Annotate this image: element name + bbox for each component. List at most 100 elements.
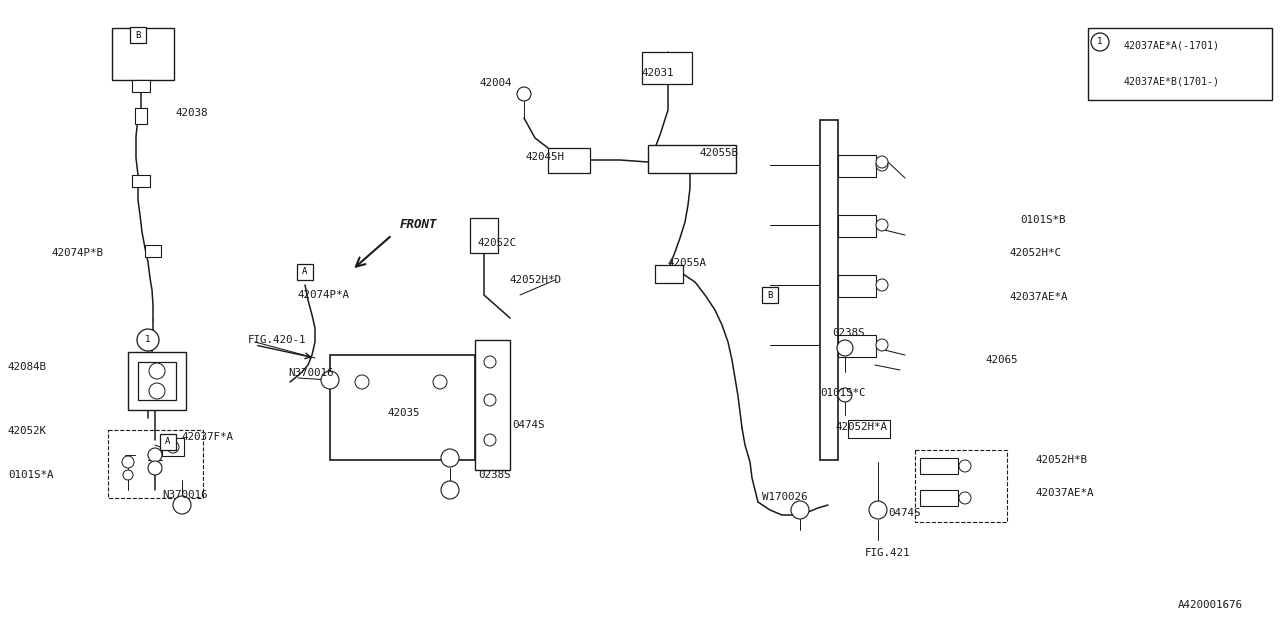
Circle shape	[137, 329, 159, 351]
Bar	[132, 80, 150, 92]
Text: 42055A: 42055A	[668, 258, 707, 268]
Bar	[108, 430, 204, 498]
Bar	[849, 420, 890, 438]
Circle shape	[321, 371, 339, 389]
Text: 42055B: 42055B	[700, 148, 739, 158]
Text: 1: 1	[146, 335, 151, 344]
Text: 0238S: 0238S	[477, 470, 511, 480]
Text: 0474S: 0474S	[888, 508, 920, 518]
Bar	[470, 218, 498, 253]
Circle shape	[959, 460, 972, 472]
Bar	[132, 175, 150, 187]
Text: 42037AE*B(1701-): 42037AE*B(1701-)	[1124, 77, 1220, 87]
Circle shape	[148, 448, 163, 462]
Bar	[131, 27, 146, 43]
Circle shape	[484, 394, 497, 406]
Text: FIG.420-1: FIG.420-1	[248, 335, 306, 345]
Bar	[113, 28, 174, 80]
Bar	[920, 490, 957, 506]
Bar	[128, 352, 186, 410]
Text: A: A	[165, 438, 170, 447]
Text: 42052H*C: 42052H*C	[1010, 248, 1062, 258]
Circle shape	[517, 87, 531, 101]
Text: 42052H*D: 42052H*D	[509, 275, 562, 285]
Bar	[475, 340, 509, 470]
Text: N370016: N370016	[288, 368, 334, 378]
Text: 42038: 42038	[175, 108, 207, 118]
Circle shape	[148, 461, 163, 475]
Text: 42084B: 42084B	[8, 362, 47, 372]
Circle shape	[484, 356, 497, 368]
Text: 42037F*A: 42037F*A	[182, 432, 234, 442]
Bar	[1088, 28, 1272, 100]
Bar	[134, 108, 147, 124]
Text: B: B	[136, 31, 141, 40]
Bar	[163, 438, 184, 456]
Text: 42052H*B: 42052H*B	[1036, 455, 1087, 465]
Circle shape	[1091, 33, 1108, 51]
Text: B: B	[767, 291, 773, 300]
Bar	[643, 52, 692, 84]
Text: 42031: 42031	[643, 68, 675, 78]
Circle shape	[442, 481, 460, 499]
Text: A: A	[302, 268, 307, 276]
Circle shape	[484, 434, 497, 446]
Text: 42052C: 42052C	[477, 238, 517, 248]
Text: A420001676: A420001676	[1178, 600, 1243, 610]
Bar	[548, 148, 590, 173]
Circle shape	[876, 219, 888, 231]
Bar	[838, 215, 876, 237]
Text: 42004: 42004	[480, 78, 512, 88]
Circle shape	[876, 279, 888, 291]
Text: 1: 1	[1097, 38, 1102, 47]
Text: 42065: 42065	[986, 355, 1018, 365]
Bar	[915, 450, 1007, 522]
Circle shape	[791, 501, 809, 519]
Bar	[648, 145, 736, 173]
Circle shape	[122, 456, 134, 468]
Circle shape	[876, 159, 888, 171]
Bar	[762, 287, 778, 303]
Circle shape	[876, 339, 888, 351]
Circle shape	[123, 470, 133, 480]
Circle shape	[148, 383, 165, 399]
Bar	[330, 355, 475, 460]
Text: 0474S: 0474S	[512, 420, 544, 430]
Bar	[297, 264, 314, 280]
Circle shape	[148, 363, 165, 379]
Bar	[920, 458, 957, 474]
Circle shape	[959, 492, 972, 504]
Circle shape	[876, 156, 888, 168]
Text: FRONT: FRONT	[399, 218, 438, 232]
Text: 42037AE*A: 42037AE*A	[1010, 292, 1069, 302]
Text: 42052H*A: 42052H*A	[835, 422, 887, 432]
Circle shape	[433, 375, 447, 389]
Text: 42074P*B: 42074P*B	[52, 248, 104, 258]
Circle shape	[173, 496, 191, 514]
Text: N370016: N370016	[163, 490, 207, 500]
Text: FIG.421: FIG.421	[865, 548, 910, 558]
Circle shape	[442, 449, 460, 467]
Circle shape	[838, 388, 852, 402]
Bar	[820, 120, 838, 460]
Bar	[838, 155, 876, 177]
Text: 42045H: 42045H	[525, 152, 564, 162]
Bar	[160, 434, 177, 450]
Circle shape	[166, 441, 179, 453]
Bar	[655, 265, 684, 283]
Text: 0101S*B: 0101S*B	[1020, 215, 1065, 225]
Bar	[838, 275, 876, 297]
Bar	[145, 245, 161, 257]
Circle shape	[355, 375, 369, 389]
Circle shape	[837, 340, 852, 356]
Circle shape	[869, 501, 887, 519]
Text: 42052K: 42052K	[8, 426, 47, 436]
Text: 0238S: 0238S	[832, 328, 864, 338]
Text: 42074P*A: 42074P*A	[298, 290, 349, 300]
Text: W170026: W170026	[762, 492, 808, 502]
Text: 42037AE*A(-1701): 42037AE*A(-1701)	[1124, 41, 1220, 51]
Text: 0101S*A: 0101S*A	[8, 470, 54, 480]
Text: 0101S*C: 0101S*C	[820, 388, 865, 398]
Text: 42035: 42035	[388, 408, 421, 418]
Bar	[138, 362, 177, 400]
